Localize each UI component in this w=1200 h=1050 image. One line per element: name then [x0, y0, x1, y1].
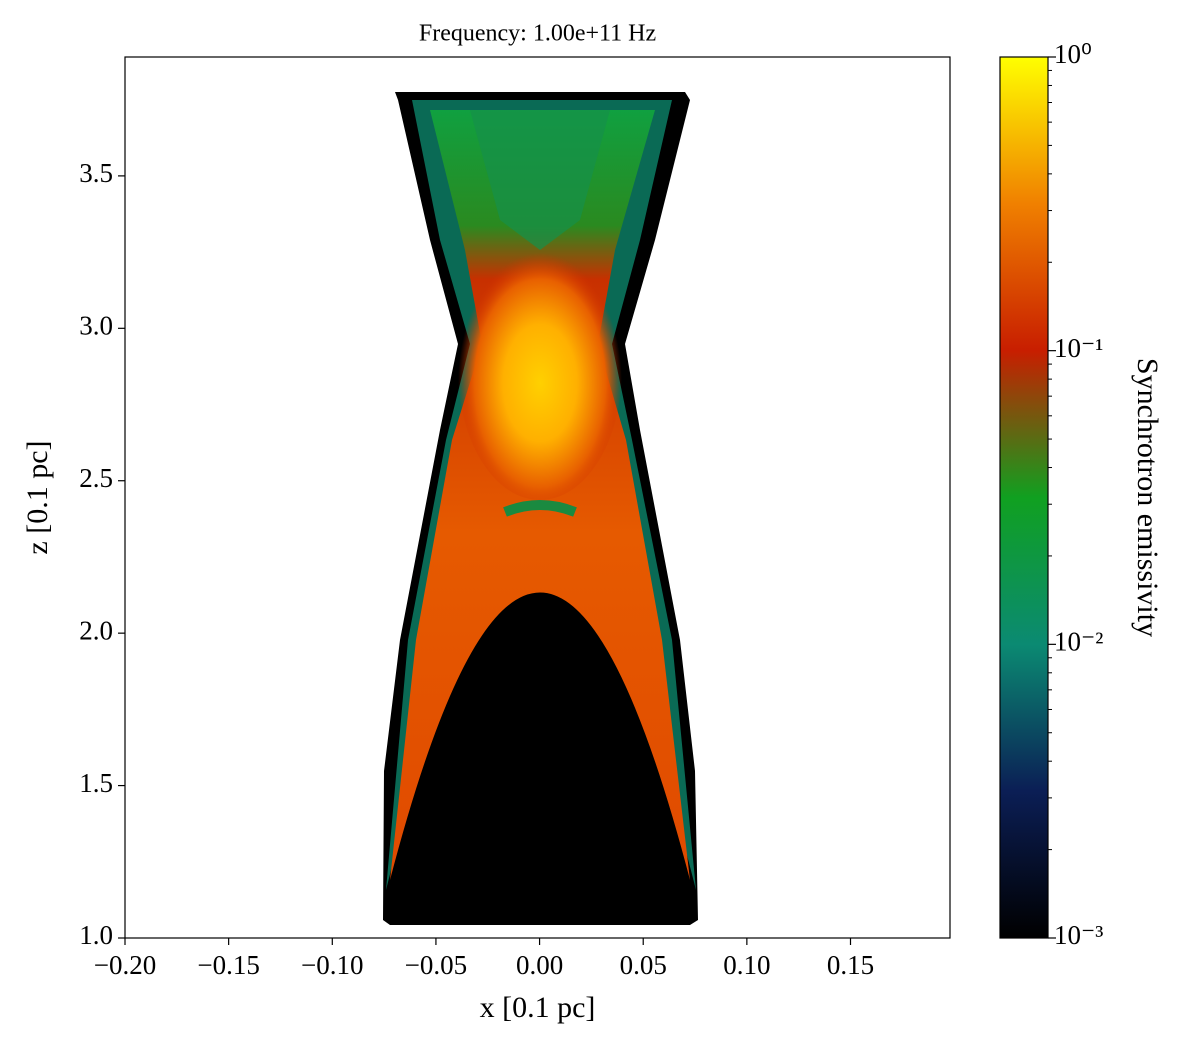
y-tick-label: 3.0: [79, 311, 113, 341]
colorbar-tick-label: 10⁻³: [1054, 920, 1103, 950]
inner-shock: [503, 500, 577, 517]
emissivity-image: [383, 92, 698, 925]
colorbar-label: Synchrotron emissivity: [1131, 358, 1164, 637]
y-tick-label: 3.5: [79, 158, 113, 188]
colorbar: [999, 56, 1049, 939]
y-tick-label: 1.0: [79, 920, 113, 950]
bright-core: [458, 240, 622, 500]
y-tick-label: 1.5: [79, 768, 113, 798]
x-tick-label: −0.05: [405, 950, 467, 980]
x-axis-label: x [0.1 pc]: [480, 991, 596, 1024]
y-tick-label: 2.0: [79, 615, 113, 645]
y-tick-label: 2.5: [79, 463, 113, 493]
x-tick-label: −0.10: [301, 950, 363, 980]
x-tick-label: 0.15: [827, 950, 874, 980]
colorbar-tick-label: 10⁻¹: [1054, 333, 1103, 363]
x-tick-label: −0.15: [197, 950, 259, 980]
x-tick-label: −0.20: [94, 950, 156, 980]
chart-title: Frequency: 1.00e+11 Hz: [419, 21, 656, 47]
x-tick-label: 0.05: [620, 950, 667, 980]
y-axis-label: z [0.1 pc]: [21, 440, 54, 554]
x-tick-label: 0.00: [516, 950, 563, 980]
colorbar-tick-label: 10⁰: [1054, 39, 1092, 69]
plot-frame: [124, 56, 951, 939]
x-tick-label: 0.10: [723, 950, 770, 980]
colorbar-tick-label: 10⁻²: [1054, 627, 1103, 657]
green-fringe: [470, 110, 610, 250]
